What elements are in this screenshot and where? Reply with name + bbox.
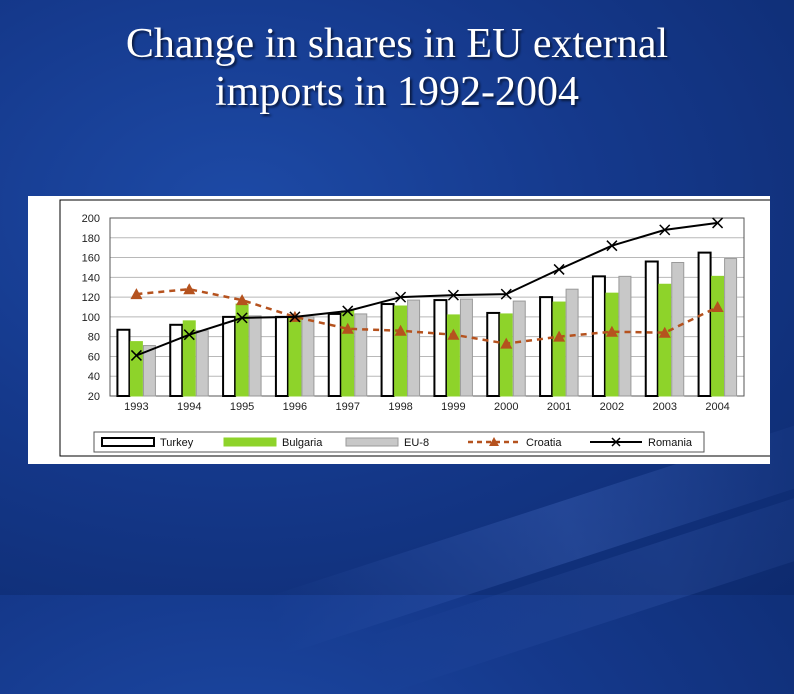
bar-eu-8 <box>724 258 738 397</box>
x-tick-label: 1996 <box>283 401 307 413</box>
x-tick-label: 1993 <box>124 401 148 413</box>
legend-marker <box>489 437 499 446</box>
point-croatia <box>711 301 724 312</box>
x-tick-label: 2004 <box>705 401 729 413</box>
legend-label: Bulgaria <box>282 437 323 449</box>
point-romania <box>236 312 248 324</box>
bar-eu-8 <box>512 300 526 397</box>
point-croatia <box>447 328 460 340</box>
x-tick-label: 1994 <box>177 401 201 413</box>
x-tick-label: 2000 <box>494 401 518 413</box>
bar-bulgaria <box>552 301 566 397</box>
point-croatia <box>553 330 566 342</box>
x-tick-label: 1999 <box>441 401 465 413</box>
legend-swatch <box>345 437 399 447</box>
bar-bulgaria <box>129 341 143 397</box>
legend-swatch <box>101 437 155 447</box>
y-tick-label: 120 <box>82 292 100 304</box>
bar-bulgaria <box>182 320 196 397</box>
combo-chart: 20 40 60 80 100 120 140 160 180 200 1993 1994 1995 19… <box>59 199 770 457</box>
x-tick-label: 1995 <box>230 401 254 413</box>
bar-eu-8 <box>618 275 632 397</box>
bar-turkey <box>539 296 554 397</box>
point-croatia <box>605 325 618 337</box>
plot-area <box>109 217 745 397</box>
bar-turkey <box>327 312 342 397</box>
x-tick-label: 2002 <box>600 401 624 413</box>
bar-bulgaria <box>499 313 513 397</box>
bar-eu-8 <box>301 316 315 397</box>
legend-label: EU-8 <box>404 437 429 449</box>
point-romania <box>500 288 512 300</box>
legend-label: Romania <box>648 437 693 449</box>
y-tick-label: 100 <box>82 312 100 324</box>
x-tick-label: 2001 <box>547 401 571 413</box>
bar-bulgaria <box>711 275 725 397</box>
bar-eu-8 <box>459 298 473 397</box>
bar-eu-8 <box>195 330 209 397</box>
y-tick-label: 20 <box>88 391 100 403</box>
bar-turkey <box>169 323 184 397</box>
point-romania <box>289 311 301 323</box>
x-tick-label: 1997 <box>336 401 360 413</box>
chart-panel: 20 40 60 80 100 120 140 160 180 200 1993 1994 1995 19… <box>28 196 770 464</box>
title-line-2: imports in 1992-2004 <box>215 69 579 115</box>
title-line-1: Change in shares in EU external <box>125 21 669 67</box>
point-croatia <box>394 324 407 336</box>
point-romania <box>553 263 565 275</box>
bar-bulgaria <box>394 305 408 397</box>
x-tick-label: 2003 <box>653 401 677 413</box>
bar-turkey <box>222 315 237 397</box>
y-tick-label: 200 <box>82 213 100 225</box>
point-romania <box>342 305 354 317</box>
y-tick-label: 40 <box>88 371 100 383</box>
y-tick-label: 180 <box>82 233 100 245</box>
bar-bulgaria <box>288 316 302 397</box>
legend-label: Croatia <box>526 437 562 449</box>
bar-bulgaria <box>658 283 672 397</box>
y-tick-label: 60 <box>88 351 100 363</box>
bar-bulgaria <box>605 292 619 397</box>
point-croatia <box>500 337 513 349</box>
bar-eu-8 <box>354 313 368 397</box>
point-croatia <box>658 326 671 338</box>
legend-swatch <box>223 437 277 447</box>
bar-turkey <box>274 315 289 397</box>
point-romania <box>606 240 618 252</box>
bar-turkey <box>116 328 131 397</box>
legend <box>93 431 705 453</box>
bar-turkey <box>380 303 395 397</box>
point-croatia <box>130 288 143 300</box>
point-romania <box>183 329 195 341</box>
point-croatia <box>236 294 249 306</box>
line-romania <box>136 221 718 357</box>
bar-eu-8 <box>142 345 156 397</box>
x-tick-label: 1998 <box>388 401 412 413</box>
y-tick-label: 80 <box>88 332 100 344</box>
bar-turkey <box>697 251 712 397</box>
bar-bulgaria <box>446 314 460 397</box>
point-romania <box>447 289 459 301</box>
bar-turkey <box>433 299 448 397</box>
point-romania <box>395 291 407 303</box>
legend-label: Turkey <box>160 437 194 449</box>
point-croatia <box>341 322 354 334</box>
bar-eu-8 <box>565 288 579 397</box>
slide-title: Change in shares in EU external imports … <box>0 20 794 116</box>
point-romania <box>130 349 142 361</box>
bar-turkey <box>591 275 606 397</box>
y-tick-label: 160 <box>82 253 100 265</box>
bar-turkey <box>486 311 501 397</box>
point-croatia <box>183 283 196 295</box>
point-romania <box>659 224 671 236</box>
point-romania <box>712 217 724 229</box>
y-tick-label: 140 <box>82 272 100 284</box>
bar-eu-8 <box>407 299 421 397</box>
bar-eu-8 <box>248 315 262 397</box>
legend-marker <box>611 437 621 447</box>
bar-turkey <box>644 260 659 397</box>
